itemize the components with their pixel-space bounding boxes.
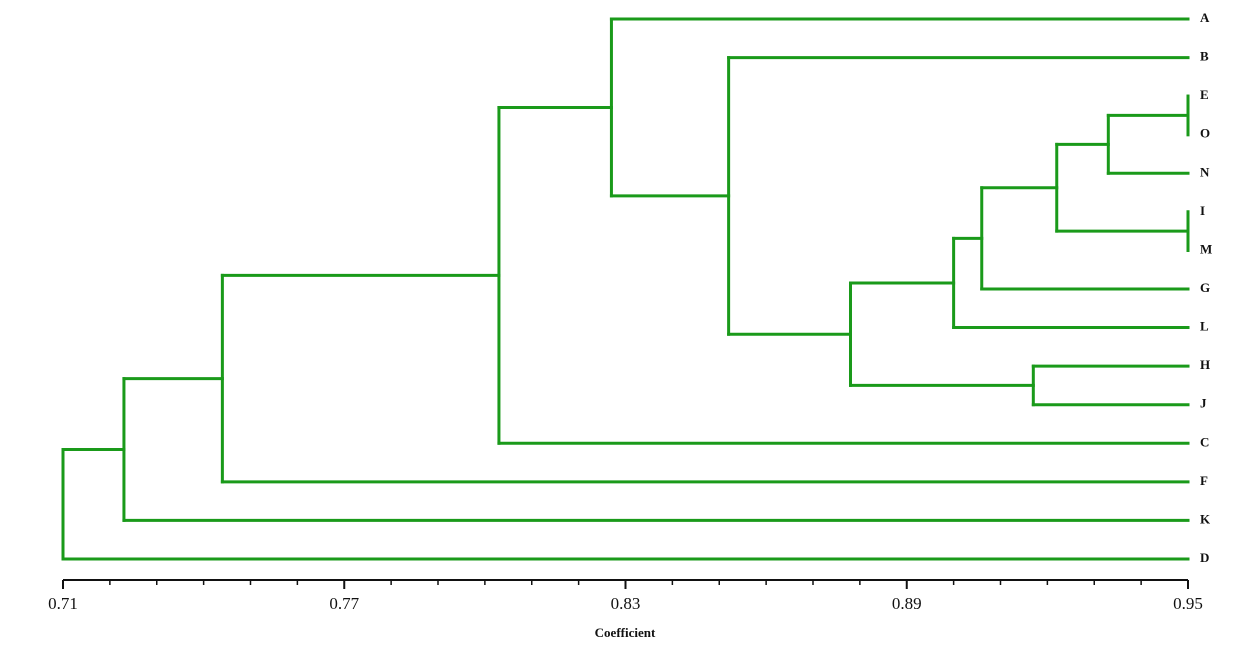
- leaf-label: G: [1200, 280, 1210, 295]
- x-axis-label: Coefficient: [595, 625, 656, 640]
- leaf-label: A: [1200, 10, 1210, 25]
- leaf-label: L: [1200, 319, 1209, 334]
- leaf-label: N: [1200, 164, 1210, 179]
- x-tick-label: 0.89: [892, 594, 922, 613]
- leaf-label: I: [1200, 203, 1205, 218]
- x-tick-label: 0.77: [329, 594, 359, 613]
- leaf-label: M: [1200, 241, 1212, 256]
- x-tick-label: 0.71: [48, 594, 78, 613]
- leaf-label: O: [1200, 126, 1210, 141]
- x-tick-label: 0.83: [611, 594, 641, 613]
- leaf-label: D: [1200, 550, 1209, 565]
- x-tick-label: 0.95: [1173, 594, 1203, 613]
- leaf-label: F: [1200, 473, 1208, 488]
- leaf-label: E: [1200, 87, 1209, 102]
- leaf-label: K: [1200, 511, 1211, 526]
- leaf-label: J: [1200, 396, 1207, 411]
- leaf-label: H: [1200, 357, 1210, 372]
- leaf-label: C: [1200, 434, 1209, 449]
- leaf-label: B: [1200, 49, 1209, 64]
